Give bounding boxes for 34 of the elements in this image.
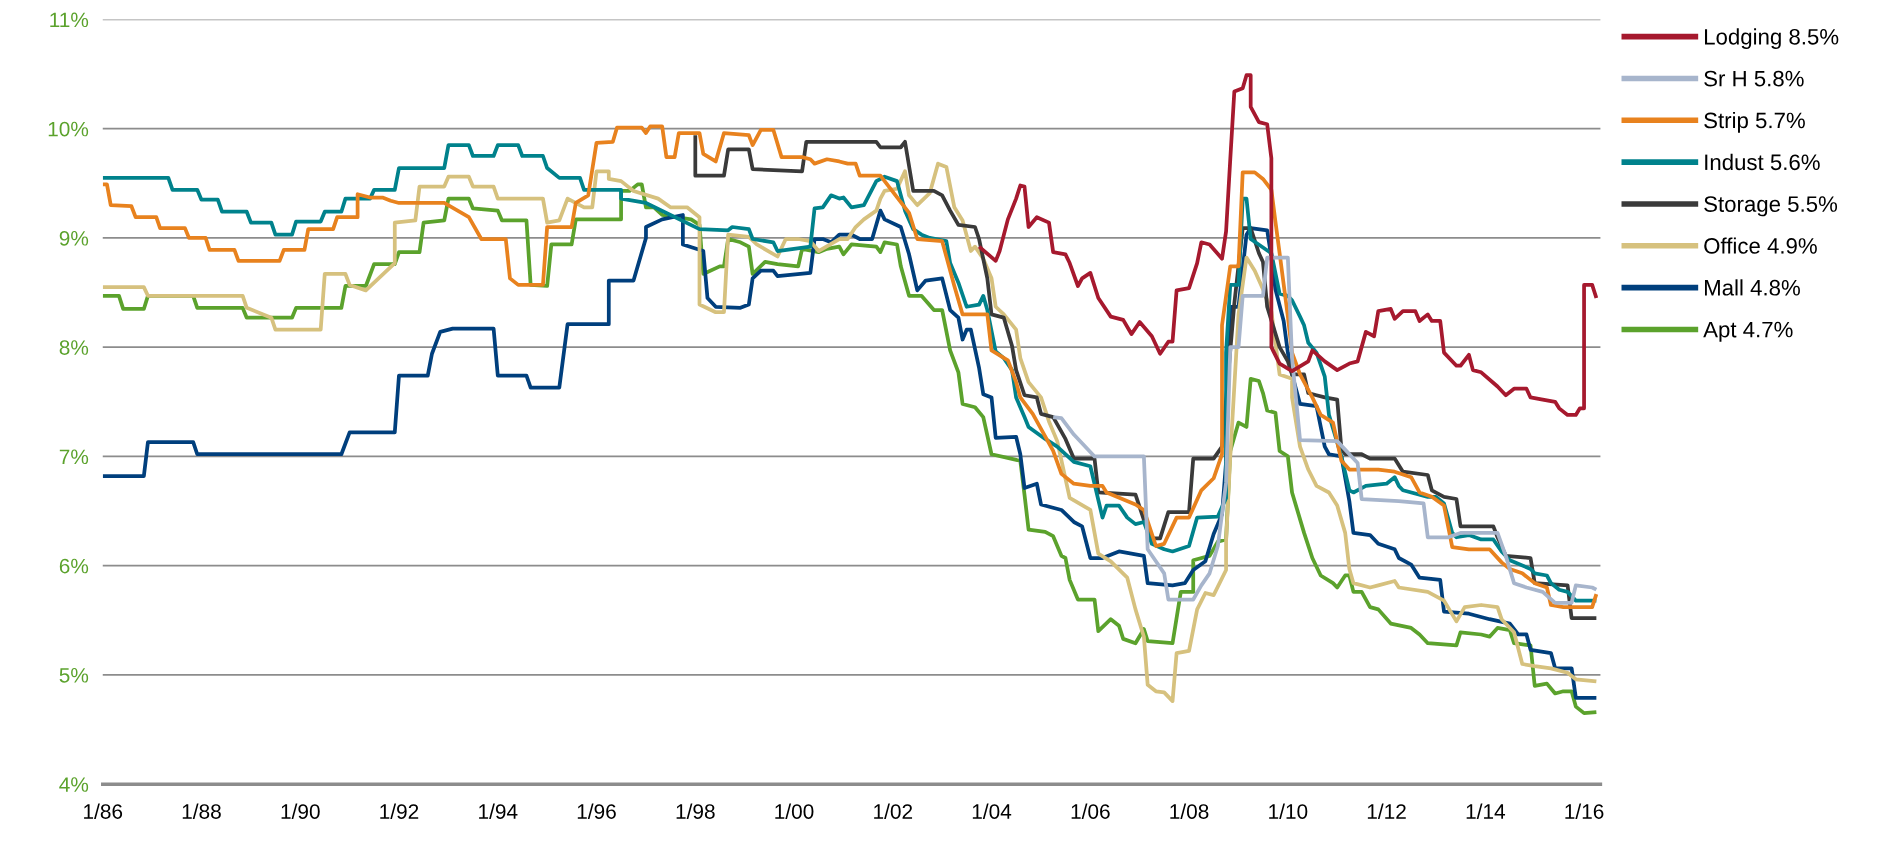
line-series (977, 73, 1599, 417)
legend-label: Indust 5.6% (1705, 153, 1820, 171)
y-tick-label: 5% (59, 668, 89, 683)
x-tick-label: 1/16 (1565, 803, 1604, 819)
y-tick-label: 9% (59, 230, 89, 246)
legend-label: Lodging 8.5% (1705, 28, 1839, 50)
x-tick-label: 1/96 (577, 803, 616, 819)
x-tick-label: 1/90 (281, 803, 320, 819)
legend-label: Strip 5.7% (1704, 111, 1805, 133)
x-tick-label: 1/92 (380, 803, 419, 819)
legend-label: Apt 4.7% (1703, 321, 1793, 342)
x-tick-label: 1/14 (1466, 803, 1506, 819)
x-tick-label: 1/98 (676, 803, 715, 819)
y-tick-label: 4% (59, 777, 89, 792)
x-tick-label: 1/04 (972, 803, 1012, 819)
x-tick-label: 1/08 (1170, 803, 1209, 819)
line-series (1051, 255, 1599, 605)
y-tick-label: 7% (59, 449, 89, 465)
legend-label: Storage 5.5% (1704, 196, 1838, 217)
legend-label: Office 4.9% (1704, 237, 1817, 254)
y-tick-label: 6% (59, 558, 89, 574)
y-tick-label: 11% (50, 12, 89, 28)
x-tick-label: 1/94 (479, 803, 518, 819)
x-tick-label: 1/88 (182, 803, 221, 819)
x-tick-label: 1/86 (84, 803, 123, 819)
x-tick-label: 1/00 (775, 803, 814, 819)
y-tick-label: 8% (59, 340, 89, 355)
x-tick-label: 1/12 (1367, 803, 1406, 819)
legend-label: Mall 4.8% (1705, 279, 1800, 296)
y-tick-label: 10% (48, 121, 89, 137)
x-tick-label: 1/10 (1269, 803, 1308, 819)
x-tick-label: 1/06 (1071, 803, 1110, 819)
legend-label: Sr H 5.8% (1704, 70, 1804, 87)
x-tick-label: 1/02 (874, 803, 913, 819)
